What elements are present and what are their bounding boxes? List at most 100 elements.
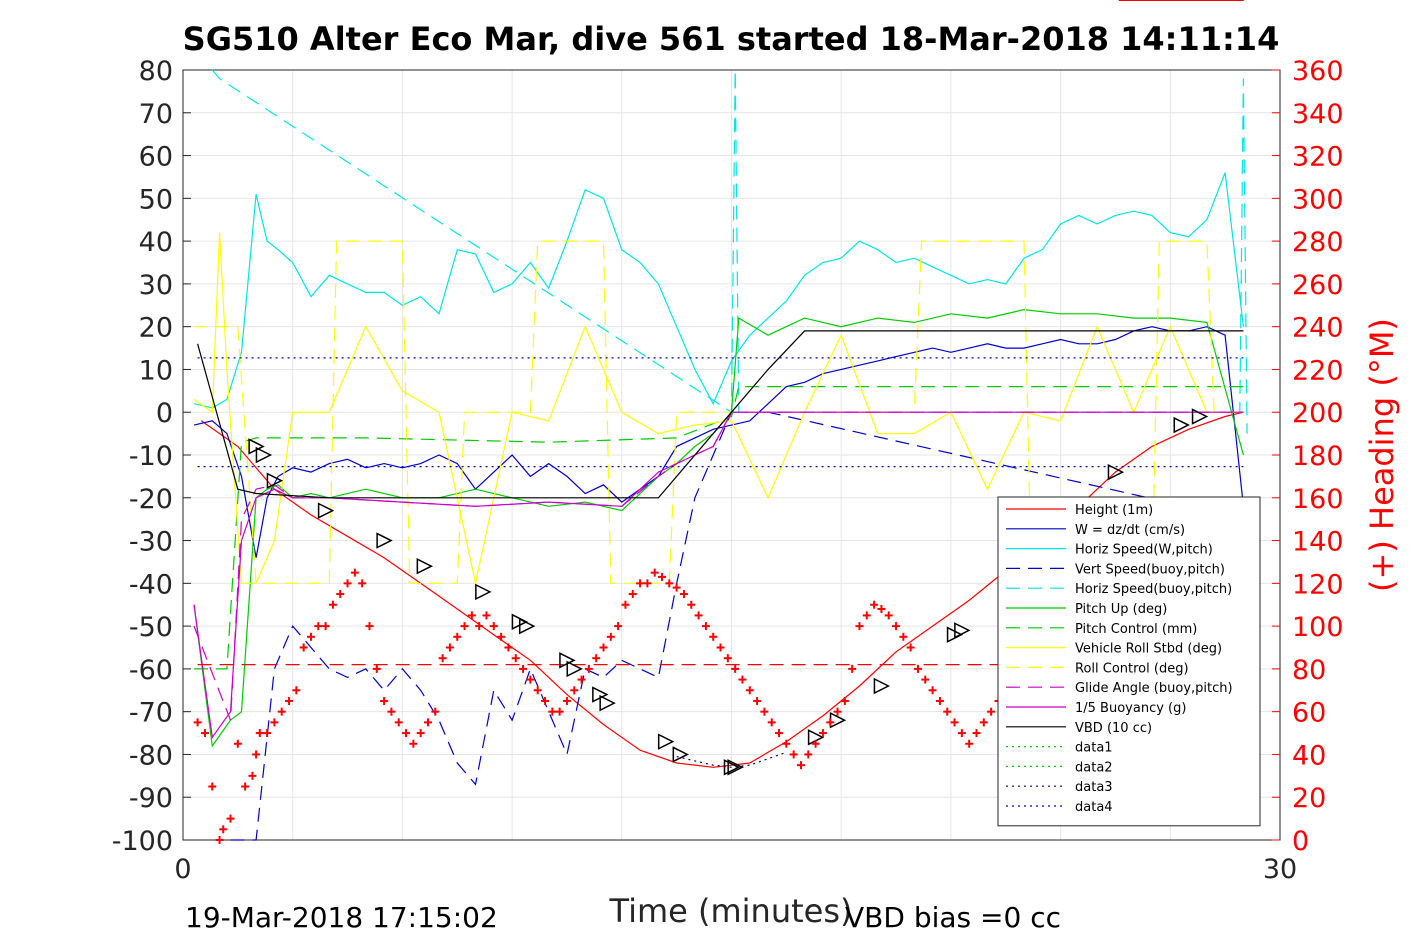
heading-point <box>921 675 930 684</box>
y-tick-label: 50 <box>139 184 173 215</box>
y-tick-label: 10 <box>139 355 173 386</box>
y-tick-label: -10 <box>129 441 173 472</box>
heading-point <box>431 707 440 716</box>
heading-point <box>526 675 535 684</box>
y-right-tick-label: 340 <box>1292 99 1344 130</box>
legend-label: data3 <box>1075 780 1113 795</box>
x-tick-label: 0 <box>174 854 191 885</box>
legend-label: Vert Speed(buoy,pitch) <box>1075 562 1225 577</box>
heading-point <box>599 643 608 652</box>
heading-point <box>943 707 952 716</box>
heading-point <box>208 782 217 791</box>
heading-point <box>263 729 272 738</box>
heading-point <box>511 654 520 663</box>
y-axis-right: 3603403203002802602402202001801601401201… <box>1272 56 1344 857</box>
heading-point <box>899 632 908 641</box>
legend-label: Pitch Up (deg) <box>1075 602 1167 617</box>
legend-label: Roll Control (deg) <box>1075 661 1189 676</box>
legend-label: Horiz Speed(buoy,pitch) <box>1075 582 1232 597</box>
heading-point <box>314 622 323 631</box>
heading-point <box>372 664 381 673</box>
heading-point <box>365 622 374 631</box>
y-tick-label: -70 <box>129 698 173 729</box>
heading-point <box>541 696 550 705</box>
heading-point <box>650 568 659 577</box>
height-marker <box>416 558 434 575</box>
legend-entry: Height (1m) <box>1006 503 1153 518</box>
heading-point <box>753 696 762 705</box>
heading-point <box>987 707 996 716</box>
height-marker <box>1173 416 1190 434</box>
y-right-tick-label: 20 <box>1292 783 1326 814</box>
legend-entry: Pitch Up (deg) <box>1006 602 1167 617</box>
heading-point <box>701 622 710 631</box>
heading-point <box>950 718 959 727</box>
legend-entry: Roll Control (deg) <box>1006 661 1189 676</box>
series-line-data3 <box>676 751 787 768</box>
height-marker <box>518 617 536 635</box>
y-tick-label: -90 <box>129 783 173 814</box>
legend-entry: VBD (10 cc) <box>1006 721 1152 736</box>
heading-point <box>884 611 893 620</box>
heading-point <box>709 632 718 641</box>
legend-entry: 1/5 Buoyancy (g) <box>1006 701 1186 716</box>
heading-point <box>745 686 754 695</box>
y-right-tick-label: 240 <box>1292 313 1344 344</box>
height-marker <box>266 472 284 489</box>
legend-label: Vehicle Roll Stbd (deg) <box>1075 642 1222 657</box>
heading-point <box>321 622 330 631</box>
heading-point <box>584 664 593 673</box>
heading-point <box>548 707 557 716</box>
heading-point <box>467 611 476 620</box>
footer-timestamp: 19-Mar-2018 17:15:02 <box>185 901 498 934</box>
heading-point <box>870 600 879 609</box>
heading-point <box>475 622 484 631</box>
heading-point <box>219 825 228 834</box>
height-marker <box>255 446 273 464</box>
legend-label: 1/5 Buoyancy (g) <box>1075 701 1186 716</box>
heading-point <box>438 654 447 663</box>
heading-point <box>233 739 242 748</box>
heading-point <box>482 611 491 620</box>
series-line-horiz <box>193 172 1244 409</box>
heading-point <box>833 707 842 716</box>
series-line-vert_buoy <box>230 411 1244 841</box>
heading-point <box>855 622 864 631</box>
y-axis-left: 80 70 60 50 40 30 20 10 0 -10 -20 -30 -40 -50 -60 -70 -8… <box>112 56 191 857</box>
y-tick-label: -30 <box>129 527 173 558</box>
heading-point <box>782 739 791 748</box>
legend-label: data2 <box>1075 760 1113 775</box>
heading-point <box>577 675 586 684</box>
legend-entry: data4 <box>1006 800 1113 815</box>
heading-point <box>614 622 623 631</box>
legend-entry: Glide Angle (buoy,pitch) <box>1006 681 1233 696</box>
heading-point <box>818 729 827 738</box>
y-right-tick-label: 200 <box>1292 398 1344 429</box>
heading-point <box>562 696 571 705</box>
y-tick-label: -50 <box>129 612 173 643</box>
x-axis-label: Time (minutes) <box>609 892 853 930</box>
heading-point <box>328 600 337 609</box>
heading-point <box>226 814 235 823</box>
legend-entry: data2 <box>1006 760 1113 775</box>
y-right-tick-label: 220 <box>1292 355 1344 386</box>
legend-label: data1 <box>1075 741 1113 756</box>
y-right-tick-label: 60 <box>1292 698 1326 729</box>
heading-point <box>606 632 615 641</box>
heading-point <box>387 707 396 716</box>
heading-point <box>796 761 805 770</box>
heading-point <box>679 590 688 599</box>
legend-entry: W = dz/dt (cm/s) <box>1006 523 1185 538</box>
heading-point <box>716 643 725 652</box>
series-line-roll <box>193 232 1244 584</box>
heading-point <box>533 686 542 695</box>
y-right-tick-label: 40 <box>1292 740 1326 771</box>
legend-label: VBD (10 cc) <box>1075 721 1152 736</box>
heading-point <box>270 718 279 727</box>
legend-entry: Horiz Speed(W,pitch) <box>1006 543 1213 558</box>
heading-point <box>519 664 528 673</box>
x-tick-label: 30 <box>1263 854 1297 885</box>
height-marker <box>376 532 393 549</box>
heading-point <box>723 654 732 663</box>
y-tick-label: -40 <box>129 569 173 600</box>
